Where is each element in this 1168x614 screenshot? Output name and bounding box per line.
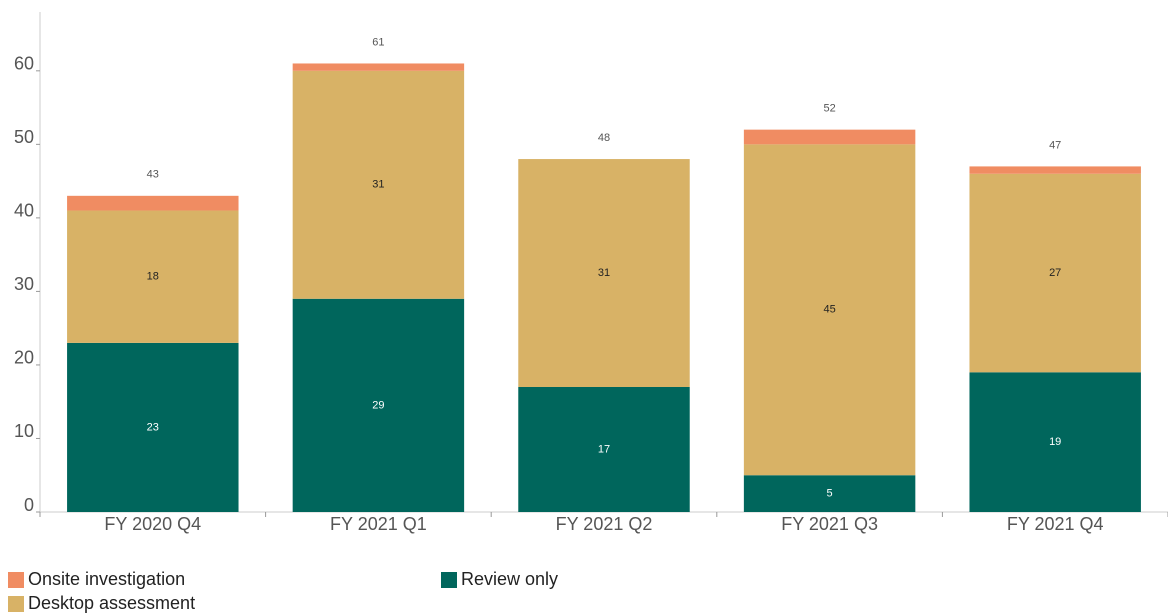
- legend-swatch: [441, 572, 457, 588]
- bar-segment: [292, 63, 465, 71]
- y-tick-label: 60: [14, 54, 34, 74]
- bar-segment: [292, 70, 465, 299]
- y-tick-label: 50: [14, 127, 34, 147]
- y-tick-label: 20: [14, 348, 34, 368]
- x-tick-label: FY 2020 Q4: [104, 514, 201, 534]
- bar-segment: [969, 173, 1141, 373]
- total-label: 61: [372, 36, 384, 48]
- legend-swatch: [8, 596, 24, 612]
- bar-segment: [67, 195, 239, 211]
- legend-label: Desktop assessment: [28, 593, 195, 613]
- x-tick-label: FY 2021 Q3: [781, 514, 878, 534]
- bar-segment: [518, 159, 690, 387]
- legend-label: Review only: [461, 569, 558, 589]
- x-tick-label: FY 2021 Q2: [556, 514, 653, 534]
- data-label: 31: [598, 267, 610, 279]
- bar-segment: [67, 342, 239, 512]
- bar-segment: [292, 298, 465, 512]
- x-tick-label: FY 2021 Q1: [330, 514, 427, 534]
- data-label: 18: [147, 271, 159, 283]
- data-label: 5: [827, 488, 833, 500]
- data-label: 19: [1049, 436, 1061, 448]
- y-tick-label: 40: [14, 201, 34, 221]
- data-label: 23: [147, 421, 159, 433]
- bar-segment: [518, 387, 690, 512]
- total-label: 43: [147, 169, 159, 181]
- y-tick-label: 30: [14, 274, 34, 294]
- bar-segment: [743, 129, 916, 145]
- bar-segment: [969, 372, 1141, 512]
- bar-segment: [969, 166, 1141, 174]
- x-tick-label: FY 2021 Q4: [1007, 514, 1104, 534]
- y-tick-label: 10: [14, 421, 34, 441]
- total-label: 47: [1049, 139, 1061, 151]
- data-label: 27: [1049, 267, 1061, 279]
- y-tick-label: 0: [24, 495, 34, 515]
- total-label: 48: [598, 132, 610, 144]
- legend-label: Onsite investigation: [28, 569, 185, 589]
- bar-segment: [743, 475, 916, 512]
- data-label: 31: [372, 179, 384, 191]
- data-label: 29: [372, 399, 384, 411]
- bar-segment: [743, 144, 916, 476]
- total-label: 52: [823, 103, 835, 115]
- data-label: 17: [598, 443, 610, 455]
- legend-swatch: [8, 572, 24, 588]
- data-label: 45: [823, 304, 835, 316]
- bar-segment: [67, 210, 239, 343]
